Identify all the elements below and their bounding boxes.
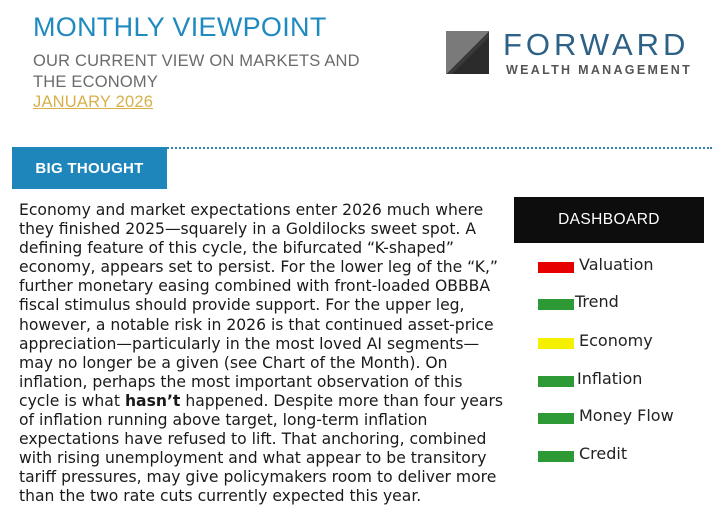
dashboard-header: DASHBOARD	[514, 197, 704, 243]
section-divider	[12, 147, 712, 149]
status-indicator-economy	[538, 338, 574, 349]
article-body: Economy and market expectations enter 20…	[19, 201, 503, 507]
logo-name: FORWARD	[503, 27, 690, 62]
dashboard-label-inflation: Inflation	[577, 369, 643, 388]
page-title: MONTHLY VIEWPOINT	[33, 12, 327, 42]
dashboard-label-money-flow: Money Flow	[579, 406, 674, 425]
article-text-part-2: happened. Despite more than four years o…	[19, 391, 503, 506]
dashboard-label-trend: Trend	[575, 292, 619, 311]
page-subtitle: OUR CURRENT VIEW ON MARKETS AND THE ECON…	[33, 52, 360, 91]
status-indicator-money-flow	[538, 413, 574, 424]
logo-tagline: WEALTH MANAGEMENT	[506, 63, 693, 77]
status-indicator-inflation	[538, 376, 574, 387]
forward-logo-mark	[446, 31, 489, 74]
section-tab-big-thought: BIG THOUGHT	[12, 147, 167, 189]
article-text-part-1: Economy and market expectations enter 20…	[19, 201, 499, 410]
article-emphasis: hasn’t	[124, 391, 181, 410]
dashboard-label-economy: Economy	[579, 331, 653, 350]
status-indicator-valuation	[538, 262, 574, 273]
status-indicator-credit	[538, 451, 574, 462]
dashboard-label-valuation: Valuation	[579, 255, 654, 274]
issue-date: JANUARY 2026	[33, 93, 154, 111]
dashboard-label-credit: Credit	[579, 444, 628, 463]
status-indicator-trend	[538, 299, 574, 310]
